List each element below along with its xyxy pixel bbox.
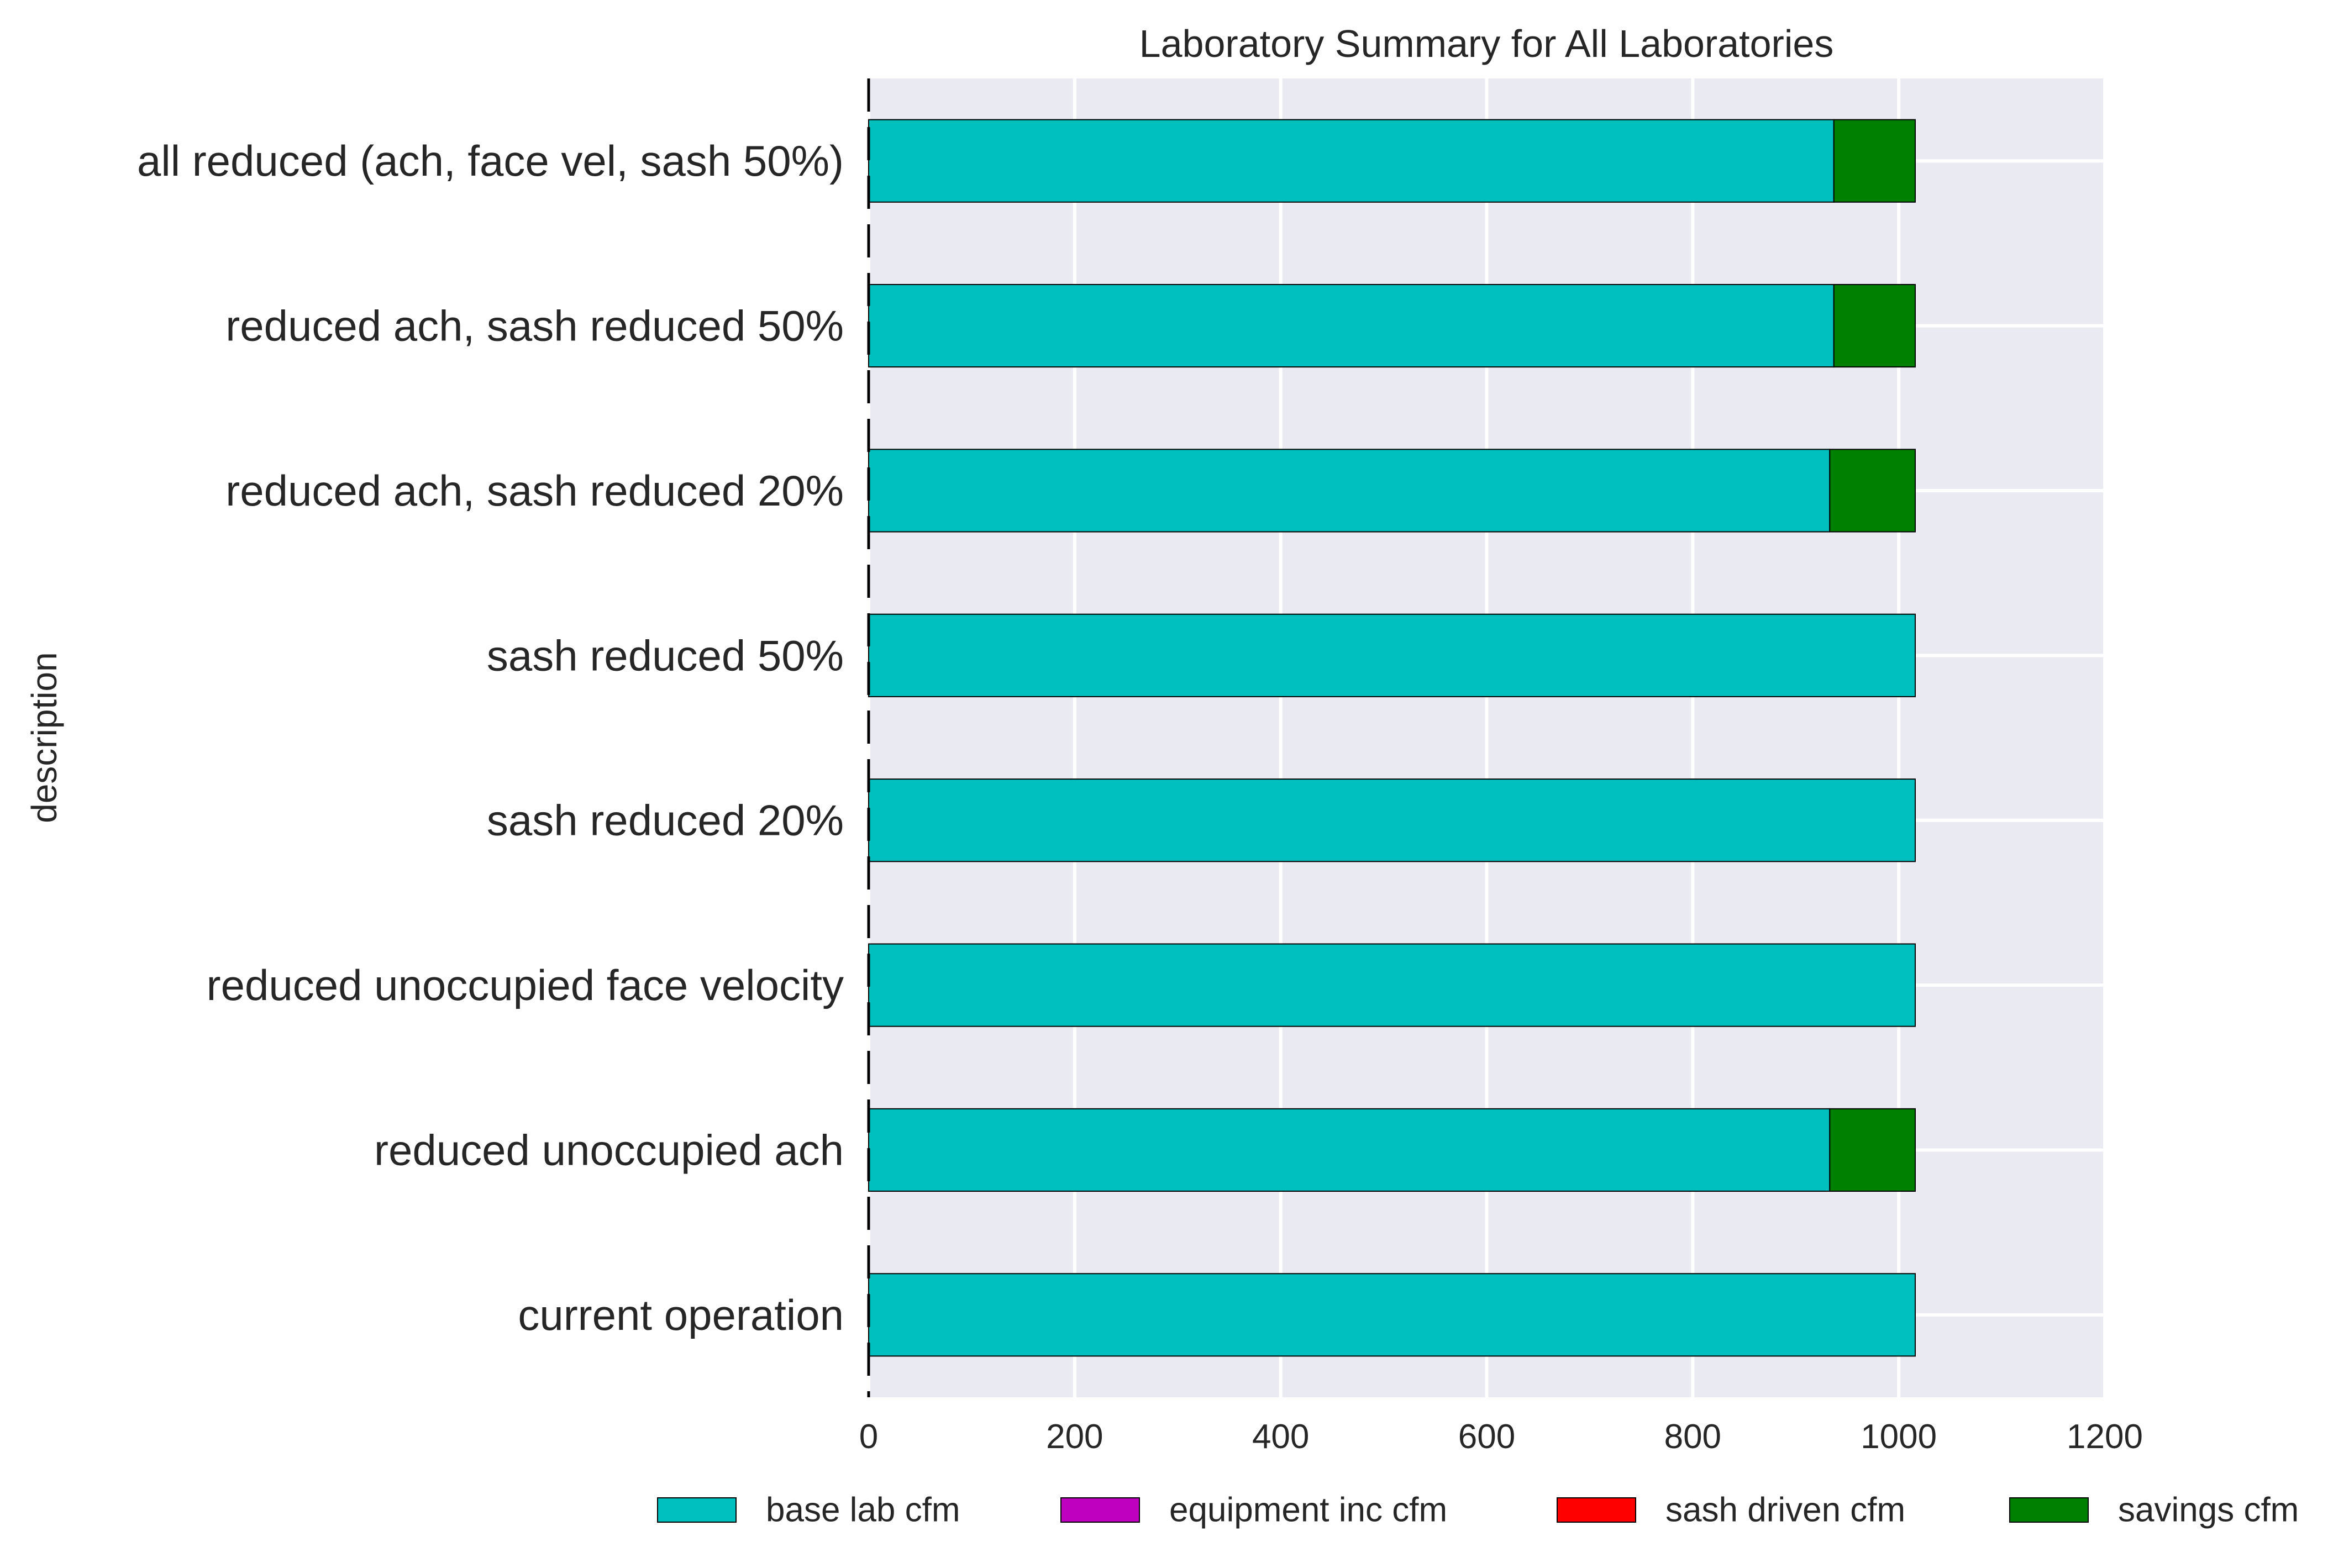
legend-label-2: sash driven cfm <box>1665 1491 1905 1529</box>
legend-swatch-0 <box>657 1497 737 1523</box>
bar-base-lab-cfm-5 <box>868 449 1831 533</box>
legend-label-3: savings cfm <box>2118 1491 2299 1529</box>
legend-label-1: equipment inc cfm <box>1169 1491 1447 1529</box>
y-axis-label: description <box>24 652 64 823</box>
bar-savings-cfm-6 <box>1833 283 1916 368</box>
legend-label-0: base lab cfm <box>766 1491 960 1529</box>
bar-base-lab-cfm-2 <box>868 943 1916 1027</box>
bar-base-lab-cfm-3 <box>868 778 1916 862</box>
category-label-7: all reduced (ach, face vel, sash 50%) <box>137 136 844 185</box>
bar-savings-cfm-5 <box>1829 449 1916 533</box>
category-label-2: reduced unoccupied face velocity <box>207 961 844 1009</box>
x-tick-label-3: 600 <box>1458 1418 1515 1456</box>
bar-savings-cfm-7 <box>1833 119 1916 203</box>
bar-base-lab-cfm-7 <box>868 119 1835 203</box>
legend: base lab cfm equipment inc cfm sash driven… <box>657 1491 2299 1529</box>
legend-swatch-1 <box>1060 1497 1140 1523</box>
x-tick-label-4: 800 <box>1664 1418 1721 1456</box>
category-label-5: reduced ach, sash reduced 20% <box>225 466 844 515</box>
x-tick-label-6: 1200 <box>2067 1418 2143 1456</box>
bars <box>868 119 1916 1357</box>
legend-swatch-3 <box>2009 1497 2089 1523</box>
x-tick-label-2: 400 <box>1252 1418 1309 1456</box>
x-tick-label-0: 0 <box>859 1418 878 1456</box>
bar-base-lab-cfm-1 <box>868 1108 1831 1192</box>
category-labels: current operation reduced unoccupied ach r… <box>137 136 844 1339</box>
bar-base-lab-cfm-0 <box>868 1273 1916 1357</box>
category-label-0: current operation <box>518 1291 844 1339</box>
category-label-4: sash reduced 50% <box>487 631 844 680</box>
bar-base-lab-cfm-4 <box>868 613 1916 697</box>
bar-savings-cfm-1 <box>1829 1108 1916 1192</box>
legend-swatch-2 <box>1557 1497 1636 1523</box>
bar-base-lab-cfm-6 <box>868 283 1835 368</box>
chart-title: Laboratory Summary for All Laboratories <box>1139 22 1834 65</box>
category-label-3: sash reduced 20% <box>487 796 844 845</box>
x-tick-label-1: 200 <box>1046 1418 1103 1456</box>
category-label-1: reduced unoccupied ach <box>374 1125 844 1174</box>
category-label-6: reduced ach, sash reduced 50% <box>225 302 844 350</box>
x-tick-label-5: 1000 <box>1861 1418 1937 1456</box>
x-tick-labels: 0 200 400 600 800 1000 1200 <box>859 1418 2143 1456</box>
